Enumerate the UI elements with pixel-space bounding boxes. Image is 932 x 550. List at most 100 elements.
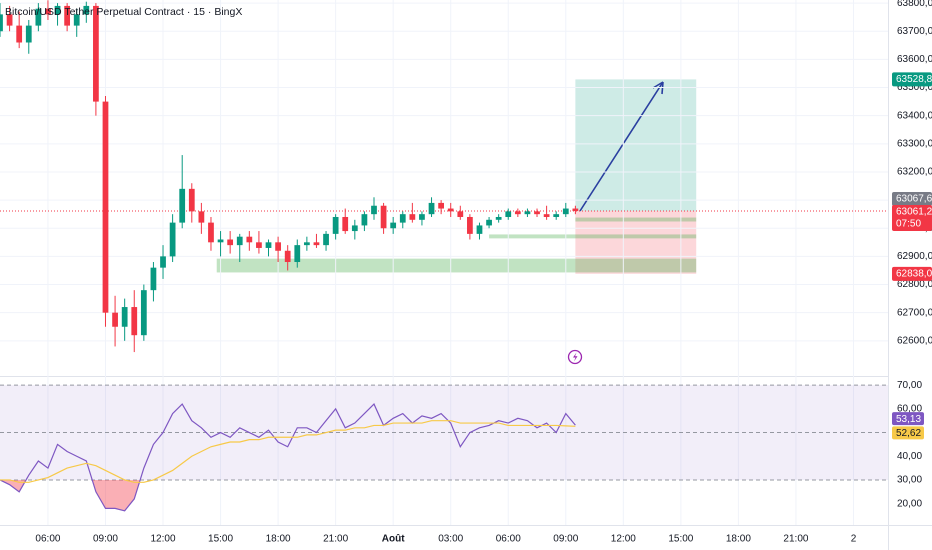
candle-body	[140, 290, 147, 336]
candle-body	[284, 250, 291, 263]
candle-body	[447, 208, 454, 212]
candle-body	[217, 239, 224, 243]
candle-body	[467, 216, 473, 234]
candle-body	[35, 8, 42, 26]
candle-body	[524, 211, 531, 215]
x-tick-label: 09:00	[93, 534, 118, 545]
candle-body	[160, 256, 166, 268]
countdown: 07:50	[896, 219, 921, 230]
x-tick-label: 21:00	[783, 534, 808, 545]
candle-body	[380, 205, 387, 229]
x-tick-label: Août	[382, 534, 405, 545]
rsi-line	[0, 420, 576, 483]
candle-body	[323, 233, 329, 246]
candle-body	[303, 242, 310, 246]
x-tick-label: 06:00	[496, 534, 521, 545]
y-tick-label: 62800,0	[897, 279, 932, 290]
candle-body	[179, 188, 186, 223]
candle-body	[45, 8, 51, 15]
candle-body	[495, 216, 502, 220]
x-tick-label: 15:00	[668, 534, 693, 545]
rsi-line	[0, 403, 576, 512]
y-tick-label: 62700,0	[897, 307, 932, 318]
y-tick-label: 63500,0	[897, 82, 932, 93]
candle-body	[93, 5, 99, 102]
candle-body	[332, 216, 339, 234]
candle-body	[265, 242, 272, 248]
x-tick-label: 03:00	[438, 534, 463, 545]
candle-body	[0, 14, 3, 32]
candle-body	[534, 211, 540, 215]
price-tag	[892, 192, 932, 207]
candle-body	[342, 216, 349, 232]
price-tag-label: 63528,8	[896, 74, 932, 85]
rsi-tick-label: 20,00	[897, 498, 922, 509]
candle-body	[169, 222, 176, 257]
rsi-tick-label: 70,00	[897, 380, 922, 391]
x-tick-label: 21:00	[323, 534, 348, 545]
candle-body	[6, 14, 13, 26]
candle-body	[121, 307, 128, 327]
candle-body	[25, 25, 32, 43]
price-tag	[892, 266, 932, 281]
arrow	[579, 81, 664, 212]
price-tag-label: 63061,2	[896, 207, 932, 218]
rsi-value-label: 53,13	[896, 414, 921, 425]
candle-body	[227, 239, 234, 246]
candle-body	[246, 236, 253, 243]
candle-body	[112, 312, 118, 327]
y-tick-label: 63600,0	[897, 54, 932, 65]
oversold-fill	[0, 479, 576, 511]
candle-body	[313, 242, 320, 246]
price-tag	[892, 205, 932, 232]
y-tick-label: 63300,0	[897, 138, 932, 149]
candle-body	[54, 5, 61, 15]
alert-icon[interactable]	[567, 349, 583, 365]
price-pane	[0, 0, 888, 525]
x-tick-label: 15:00	[208, 534, 233, 545]
profit-zone	[575, 79, 697, 212]
candle-body	[16, 25, 23, 43]
candle-body	[102, 101, 109, 313]
candle-body	[294, 245, 301, 263]
y-tick-label: 63800,0	[897, 0, 932, 9]
candle-body	[371, 205, 377, 215]
candle-body	[553, 214, 560, 217]
price-tag-label: 62838,0	[896, 268, 932, 279]
candle-body	[419, 214, 425, 220]
rsi-tick-label: 30,00	[897, 475, 922, 486]
x-tick-label: 2	[851, 534, 857, 545]
price-tag-label: 63067,6	[896, 194, 932, 205]
candle-body	[150, 267, 157, 291]
candle-body	[505, 211, 512, 217]
candle-body	[562, 208, 569, 215]
rsi-value-tag	[892, 426, 924, 440]
candle-body	[543, 214, 550, 217]
support-zone	[489, 234, 697, 239]
candle-body	[409, 214, 416, 220]
y-tick-label: 63400,0	[897, 110, 932, 121]
y-tick-label: 62600,0	[897, 335, 932, 346]
candle-body	[514, 211, 521, 215]
price-tag	[892, 72, 932, 87]
rsi-value-tag	[892, 412, 924, 426]
y-tick-label: 62900,0	[897, 251, 932, 262]
loss-zone	[575, 211, 697, 274]
x-tick-label: 12:00	[151, 534, 176, 545]
candle-body	[236, 236, 243, 246]
x-tick-label: 12:00	[611, 534, 636, 545]
candle-body	[428, 202, 435, 215]
x-tick-label: 06:00	[35, 534, 60, 545]
candle-body	[486, 219, 492, 226]
candle-body	[83, 5, 90, 15]
candle-body	[361, 214, 368, 226]
candle-body	[399, 214, 406, 223]
drawings	[216, 79, 697, 274]
candle-body	[208, 222, 214, 243]
x-tick-label: 09:00	[553, 534, 578, 545]
candle-body	[390, 222, 397, 229]
support-zone	[575, 217, 697, 222]
